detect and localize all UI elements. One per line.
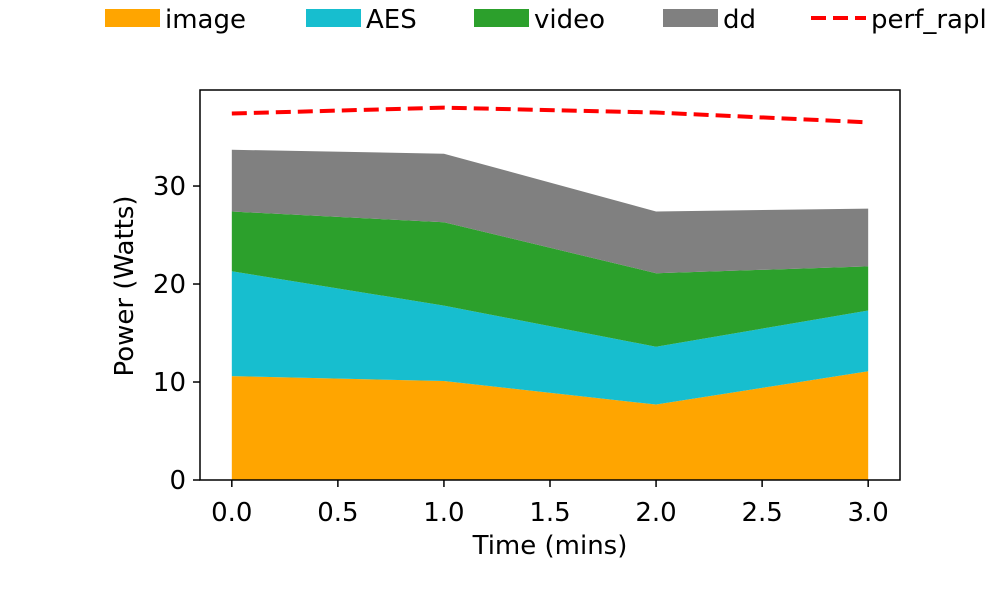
x-tick-label: 2.0 [635,498,676,528]
legend-label-aes: AES [366,5,417,35]
x-tick-label: 1.0 [423,498,464,528]
x-tick-label: 1.5 [529,498,570,528]
legend-swatch-dd [663,9,718,27]
y-axis-label: Power (Watts) [110,195,140,376]
legend-swatch-aes [306,9,361,27]
legend-swatch-video [474,9,529,27]
y-tick-label: 0 [169,466,186,496]
x-tick-label: 2.5 [741,498,782,528]
legend-label-dd: dd [723,5,756,35]
area-image [231,371,869,480]
legend-swatch-image [105,9,160,27]
legend-label-image: image [165,5,246,35]
y-tick-label: 30 [153,172,186,202]
x-tick-label: 3.0 [848,498,889,528]
area-aes [231,271,869,405]
axes: 0.0 0.5 1.0 1.5 2.0 2.5 3.0 0 10 20 30 [153,89,901,528]
line-perf-rapl [231,105,869,125]
legend-label-video: video [534,5,605,35]
x-tick-label: 0.0 [211,498,252,528]
area-video [231,211,869,347]
legend-label-perf-rapl: perf_rapl [871,5,987,35]
plot-area [231,105,869,480]
y-tick-label: 10 [153,368,186,398]
legend: image AES video dd perf_rapl [105,5,987,35]
x-tick-label: 0.5 [317,498,358,528]
y-tick-label: 20 [153,270,186,300]
area-dd [231,149,869,274]
x-axis-label: Time (mins) [472,531,628,561]
